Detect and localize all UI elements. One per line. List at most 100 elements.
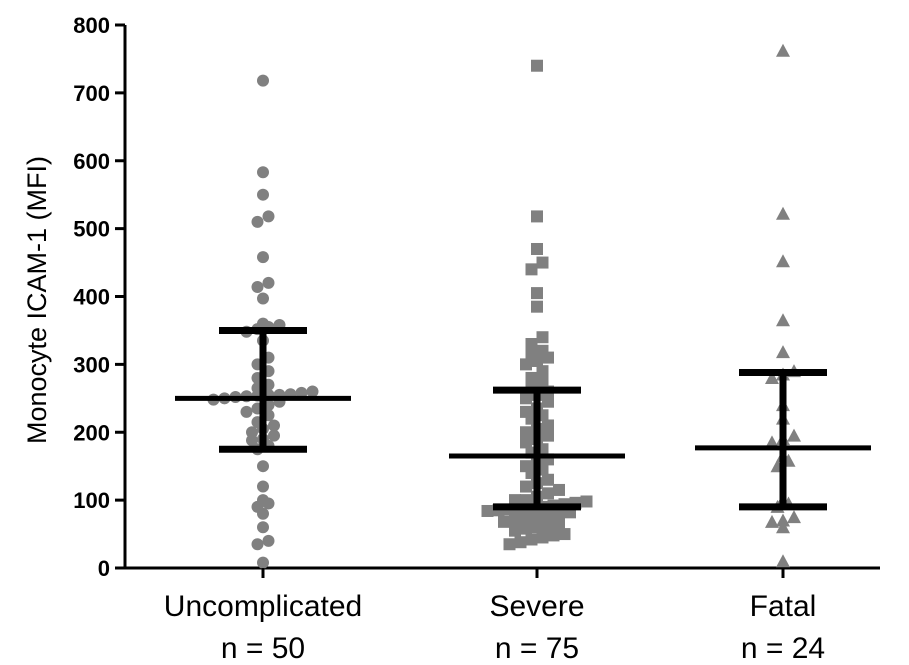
category-n-label: n = 75 [495,632,579,665]
data-point [776,313,790,327]
data-point [542,509,554,522]
data-point [520,426,532,439]
data-point [525,338,538,351]
data-point [520,436,532,449]
data-point [542,429,554,442]
y-ticks: 0 100 200 300 400 500 600 700 800 [73,13,125,581]
data-point [262,534,275,547]
data-point [257,521,269,534]
data-point [776,254,790,268]
data-point [787,510,801,524]
data-point [257,460,269,473]
category-label: Severe [489,590,584,623]
data-point [251,215,264,228]
data-point [536,531,549,544]
data-points [207,43,801,569]
data-point [520,392,532,405]
data-point [531,59,543,72]
data-point [520,513,532,526]
data-point [531,242,543,255]
data-point [481,504,494,517]
data-point [776,43,790,57]
data-point [580,495,593,508]
data-point [498,515,510,528]
data-point [503,538,516,551]
data-point [542,487,554,500]
data-point [553,507,565,520]
data-point [262,276,275,289]
data-point [776,554,790,568]
data-point [257,292,269,305]
data-point [776,520,790,534]
y-tick-label: 0 [98,556,110,581]
y-tick-label: 300 [73,352,110,377]
data-point [531,210,543,223]
y-axis-title: Monocyte ICAM-1 (MFI) [22,156,52,444]
data-point [257,166,269,179]
data-point [251,538,264,551]
x-category-labels: Uncomplicated n = 50 Severe n = 75 Fatal n = … [164,568,825,665]
data-point [765,370,779,384]
data-point [531,287,543,300]
data-point [262,210,275,223]
data-point [257,556,269,569]
y-tick-label: 800 [73,13,110,38]
data-point [553,517,565,530]
data-point [262,497,275,510]
data-point [553,483,565,496]
data-point [257,507,269,520]
data-point [257,480,269,493]
data-point [268,419,280,432]
category-n-label: n = 50 [221,632,305,665]
data-point [246,434,258,447]
data-point [536,375,549,388]
data-point [525,371,538,384]
data-point [542,419,554,432]
data-point [787,428,801,442]
data-point [765,514,779,528]
axes [123,25,880,570]
data-point [268,429,280,442]
data-point [531,300,543,313]
y-tick-label: 600 [73,149,110,174]
data-point [536,256,549,269]
data-point [251,280,264,293]
data-point [542,519,554,532]
data-point [776,345,790,359]
data-point [240,405,253,418]
data-point [536,331,549,344]
data-point [558,528,571,541]
data-point [509,514,521,527]
data-point [776,206,790,220]
y-tick-label: 500 [73,217,110,242]
y-tick-label: 100 [73,488,110,513]
data-point [547,529,560,542]
data-point [520,480,532,493]
data-point [531,511,543,524]
data-point [525,533,538,546]
data-point [765,435,779,449]
data-point [525,263,538,276]
category-n-label: n = 24 [741,632,825,665]
data-point [536,365,549,378]
data-point [520,358,532,371]
data-point [531,521,543,534]
data-point [542,351,554,364]
category-label: Uncomplicated [164,590,362,623]
y-tick-label: 400 [73,285,110,310]
data-point [542,395,554,408]
data-point [257,188,269,201]
data-point [514,536,527,549]
category-label: Fatal [750,590,817,623]
data-point [531,354,543,367]
data-point [509,524,521,537]
data-point [257,251,269,264]
data-point [542,473,554,486]
y-tick-label: 700 [73,81,110,106]
data-point [306,385,319,398]
summary-bars [175,326,871,511]
data-point [520,522,532,535]
data-point [776,513,790,527]
